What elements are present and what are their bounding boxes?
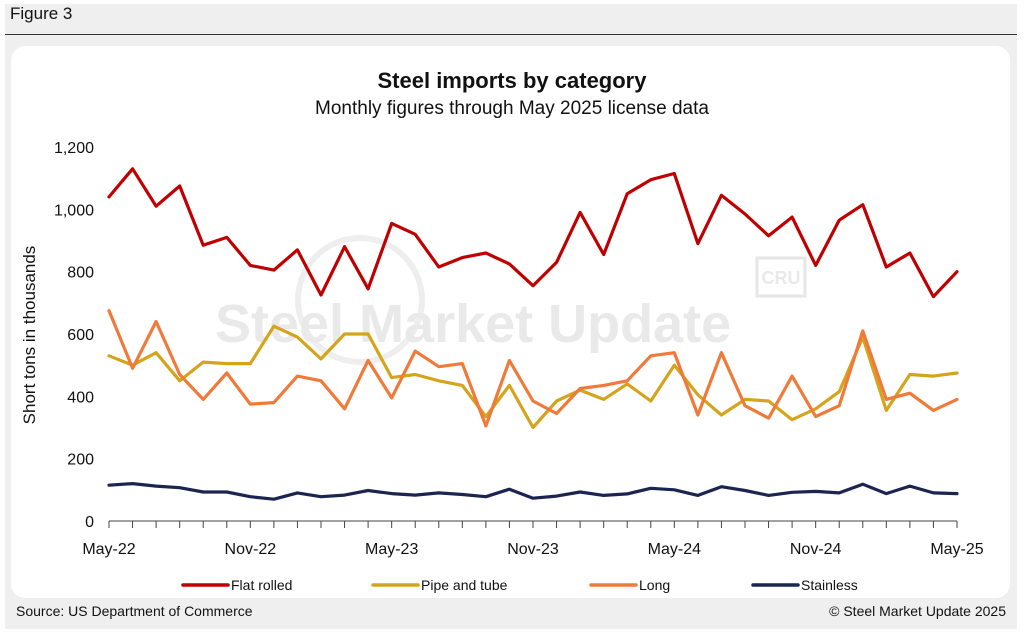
watermark-emblem: [295, 235, 425, 365]
y-tick-label: 1,000: [54, 202, 94, 219]
legend-label-long: Long: [639, 577, 670, 593]
chart-series: [107, 167, 959, 501]
x-tick-label: May-23: [365, 541, 418, 558]
y-axis-label: Short tons in thousands: [20, 245, 39, 425]
legend-label-pipe-and-tube: Pipe and tube: [421, 577, 508, 593]
y-tick-label: 200: [67, 452, 94, 469]
legend-label-stainless: Stainless: [801, 577, 858, 593]
figure-divider: [5, 34, 1017, 35]
watermark-logo: CRU: [762, 268, 801, 288]
watermark-logo-box: [755, 256, 807, 298]
x-tick-label: May-24: [648, 541, 701, 558]
y-tick-label: 400: [67, 389, 94, 406]
watermark-brand: Steel Market Update: [215, 294, 731, 354]
x-tick-label: Nov-22: [225, 541, 277, 558]
chart-legend: Flat rolled Pipe and tube Long Stainless: [181, 577, 858, 593]
legend-label-flat-rolled: Flat rolled: [231, 577, 292, 593]
source-note: Source: US Department of Commerce: [16, 603, 253, 619]
chart-title: Steel imports by category: [377, 68, 647, 93]
chart-panel: [11, 46, 1010, 598]
x-tick-label: Nov-23: [507, 541, 559, 558]
series-line-stainless: [107, 482, 959, 501]
figure-label: Figure 3: [10, 4, 73, 23]
series-line-pipe-and-tube: [107, 324, 959, 430]
x-tick-label: Nov-24: [790, 541, 842, 558]
chart-subtitle: Monthly figures through May 2025 license…: [315, 98, 709, 119]
series-line-flat-rolled: [107, 167, 959, 299]
series-line-long: [107, 309, 959, 428]
y-tick-label: 600: [67, 327, 94, 344]
watermark: Steel Market Update CRU: [215, 235, 807, 365]
y-tick-label: 0: [85, 514, 94, 531]
copyright-note: © Steel Market Update 2025: [829, 603, 1006, 619]
chart-axes: 0 200 400 600 800 1,000 1,200 May-22 Nov-22 May-2…: [54, 140, 984, 558]
y-tick-label: 800: [67, 265, 94, 282]
x-tick-label: May-22: [82, 541, 135, 558]
x-tick-label: May-25: [930, 541, 983, 558]
y-tick-label: 1,200: [54, 140, 94, 157]
